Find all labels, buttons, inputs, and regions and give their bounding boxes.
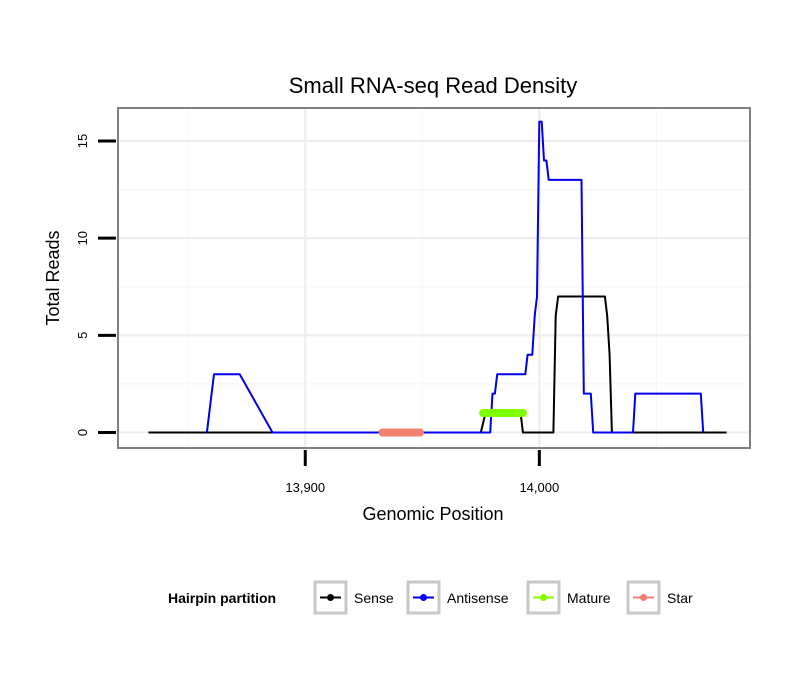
series-layer <box>148 120 727 437</box>
legend-label-antisense: Antisense <box>447 590 509 606</box>
legend-label-mature: Mature <box>567 590 611 606</box>
legend-label-star: Star <box>667 590 693 606</box>
legend-item-mature: Mature <box>526 580 611 615</box>
x-tick-label-1: 14,000 <box>519 480 559 495</box>
legend-key-dot-mature <box>540 594 547 601</box>
legend-key-dot-sense <box>327 594 334 601</box>
legend-item-star: Star <box>626 580 693 615</box>
legend-item-antisense: Antisense <box>406 580 509 615</box>
plot-background <box>118 108 750 448</box>
chart-title: Small RNA-seq Read Density <box>289 73 578 98</box>
minor-gridlines <box>118 108 750 448</box>
x-axis: 13,900 14,000 <box>285 450 559 495</box>
x-axis-label: Genomic Position <box>362 504 503 524</box>
legend-title: Hairpin partition <box>168 590 276 606</box>
legend-item-sense: Sense <box>313 580 394 615</box>
legend-key-dot-antisense <box>420 594 427 601</box>
y-tick-label-0: 0 <box>75 429 90 436</box>
legend: Hairpin partition Sense Antisense Mature St… <box>168 580 693 615</box>
y-tick-label-2: 10 <box>75 231 90 245</box>
y-tick-label-1: 5 <box>75 332 90 339</box>
y-axis-label: Total Reads <box>43 230 63 325</box>
legend-key-dot-star <box>640 594 647 601</box>
y-tick-label-3: 15 <box>75 134 90 148</box>
legend-label-sense: Sense <box>354 590 394 606</box>
x-tick-label-0: 13,900 <box>285 480 325 495</box>
plot-border <box>117 107 751 449</box>
y-axis: 0 5 10 15 <box>75 134 116 436</box>
